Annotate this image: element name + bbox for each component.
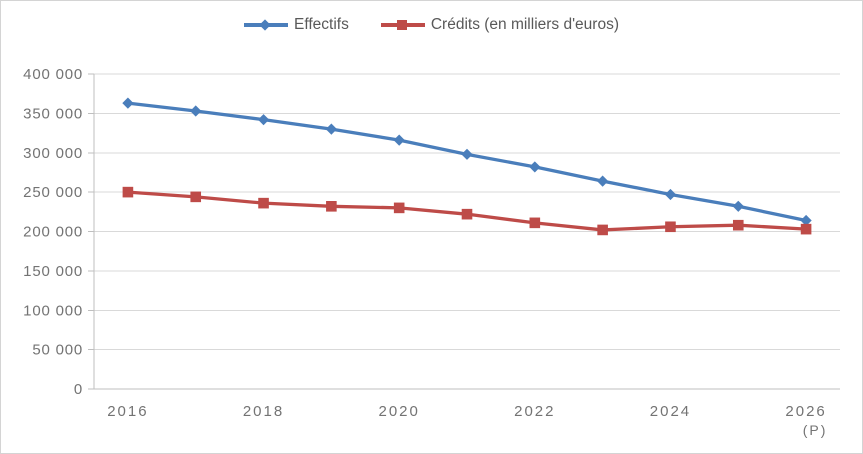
diamond-marker-icon xyxy=(257,114,270,126)
square-marker-icon xyxy=(393,202,405,214)
square-marker-icon xyxy=(396,19,408,31)
diamond-marker-icon xyxy=(597,175,609,187)
square-marker-icon xyxy=(258,197,269,209)
legend-label-credits: Crédits (en milliers d'euros) xyxy=(430,16,619,33)
square-marker-icon xyxy=(326,201,337,212)
y-axis-label: 0 xyxy=(74,381,83,398)
x-axis-label: 2024 xyxy=(650,403,691,420)
diamond-marker-icon xyxy=(529,161,541,173)
x-axis-label: 2022 xyxy=(514,403,555,420)
legend-label-effectifs: Effectifs xyxy=(293,16,349,33)
diamond-marker-icon xyxy=(325,123,337,135)
diamond-marker-icon xyxy=(664,188,677,201)
x-axis-label: 2016 xyxy=(107,403,148,420)
series-line-effectifs xyxy=(127,101,807,223)
legend-item-credits: Crédits (en milliers d'euros) xyxy=(380,16,619,34)
y-axis-label: 50 000 xyxy=(32,342,83,359)
diamond-marker-icon xyxy=(393,134,405,146)
y-axis-label: 400 000 xyxy=(23,66,83,83)
diamond-marker-icon xyxy=(461,148,473,160)
square-marker-icon xyxy=(597,224,608,236)
y-axis-label: 100 000 xyxy=(23,302,83,319)
square-marker-icon xyxy=(529,217,541,229)
x-axis-label: 2020 xyxy=(378,403,419,420)
diamond-marker-icon xyxy=(190,105,202,117)
square-marker-icon xyxy=(122,186,134,198)
diamond-marker-icon xyxy=(259,18,271,31)
x-axis-sublabel: (P) xyxy=(803,422,828,438)
y-axis-label: 150 000 xyxy=(23,263,83,280)
credits-line-square-icon xyxy=(380,19,425,31)
diamond-marker-icon xyxy=(800,214,812,227)
square-marker-icon xyxy=(461,208,473,220)
square-marker-icon xyxy=(732,219,744,231)
y-axis-label: 200 000 xyxy=(23,224,83,241)
y-axis-label: 300 000 xyxy=(23,145,83,162)
effectifs-line-diamond-icon xyxy=(243,18,288,31)
y-axis-label: 250 000 xyxy=(23,184,83,201)
diamond-marker-icon xyxy=(122,97,134,109)
diamond-marker-icon xyxy=(732,200,744,212)
legend-item-effectifs: Effectifs xyxy=(243,16,349,34)
square-marker-icon xyxy=(190,191,202,203)
x-axis-label: 2026 xyxy=(785,403,826,420)
chart-legend: Effectifs Crédits (en milliers d'euros) xyxy=(1,16,862,34)
y-axis-label: 350 000 xyxy=(23,105,83,122)
x-axis-label: 2018 xyxy=(243,403,284,420)
square-marker-icon xyxy=(665,221,676,233)
square-marker-icon xyxy=(800,223,812,235)
